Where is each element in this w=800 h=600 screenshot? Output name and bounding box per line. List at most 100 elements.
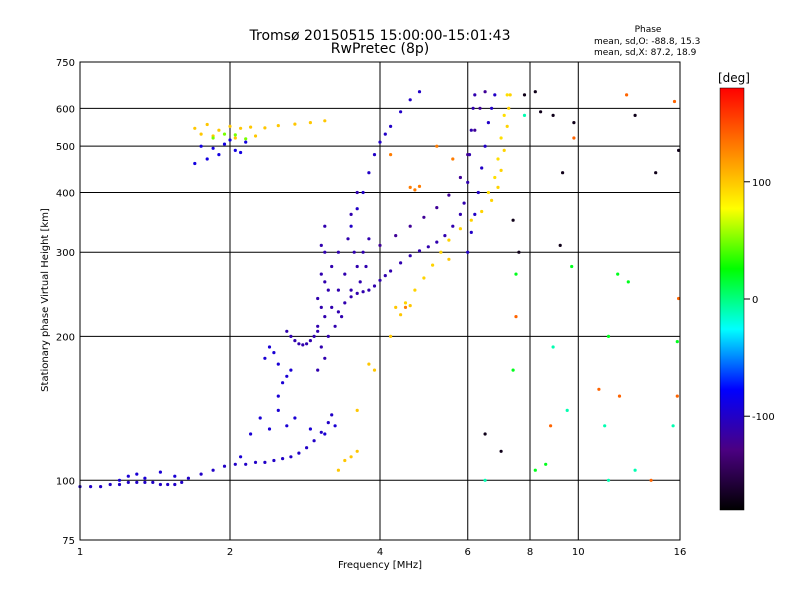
data-point xyxy=(211,146,215,150)
data-point xyxy=(289,368,293,372)
data-point xyxy=(394,305,398,309)
data-point xyxy=(469,230,473,234)
phase-x-stats: mean, sd,X: 87.2, 18.9 xyxy=(594,48,697,58)
data-point xyxy=(466,153,470,157)
data-point xyxy=(505,124,509,128)
data-point xyxy=(349,295,353,299)
data-point xyxy=(258,416,262,420)
data-point xyxy=(228,138,232,142)
data-point xyxy=(378,140,382,144)
data-point xyxy=(603,424,607,428)
data-point xyxy=(507,106,511,110)
data-point xyxy=(289,455,293,459)
chart-title: Tromsø 20150515 15:00:00-15:01:43 xyxy=(249,28,511,44)
data-point xyxy=(355,408,359,412)
data-point xyxy=(383,132,387,136)
data-point xyxy=(383,274,387,278)
data-point xyxy=(349,224,353,228)
data-point xyxy=(180,480,184,484)
data-point xyxy=(672,99,677,104)
data-point xyxy=(606,334,611,338)
data-point xyxy=(469,218,473,222)
data-point xyxy=(490,106,494,110)
data-point xyxy=(263,126,267,130)
data-point xyxy=(117,478,122,482)
data-point xyxy=(633,468,637,472)
data-point xyxy=(473,212,477,216)
data-point xyxy=(305,446,309,450)
data-point xyxy=(319,272,323,276)
data-point xyxy=(522,93,527,97)
data-point xyxy=(316,368,320,372)
data-point xyxy=(326,288,330,292)
data-point xyxy=(267,427,272,431)
data-point xyxy=(316,324,320,328)
data-point xyxy=(211,468,215,472)
color-scale-tick-label: -100 xyxy=(752,412,775,423)
data-point xyxy=(435,144,439,148)
data-point xyxy=(361,190,365,195)
data-point xyxy=(447,238,451,242)
y-axis-label: Stationary phase Virtual Height [km] xyxy=(40,208,51,392)
data-point xyxy=(408,304,412,308)
data-point xyxy=(285,374,289,378)
data-point xyxy=(336,310,340,314)
data-point xyxy=(186,476,190,480)
data-point xyxy=(135,480,139,484)
data-point xyxy=(301,343,305,347)
data-point xyxy=(389,124,393,128)
data-point xyxy=(486,121,490,125)
data-point xyxy=(336,288,340,292)
data-point xyxy=(228,124,232,128)
data-point xyxy=(281,381,285,385)
x-tick-label: 2 xyxy=(227,547,233,558)
data-point xyxy=(551,345,555,349)
data-point xyxy=(217,153,221,157)
data-point xyxy=(253,460,258,464)
data-point xyxy=(205,157,209,161)
data-point xyxy=(493,93,497,97)
data-point xyxy=(367,171,371,175)
data-point xyxy=(239,455,243,459)
data-point xyxy=(505,93,509,97)
data-point xyxy=(272,351,276,355)
data-point xyxy=(514,315,518,319)
data-point xyxy=(319,345,323,349)
data-point xyxy=(478,106,482,110)
data-point xyxy=(233,133,237,137)
data-point xyxy=(671,424,675,428)
data-point xyxy=(473,93,477,97)
data-point xyxy=(330,264,334,269)
data-point xyxy=(417,249,422,253)
data-point xyxy=(514,272,518,276)
data-point xyxy=(480,166,484,170)
data-point xyxy=(486,190,490,195)
data-point xyxy=(244,140,248,144)
data-point xyxy=(408,254,412,258)
data-point xyxy=(308,427,312,431)
data-point xyxy=(239,126,243,130)
y-tick-label: 500 xyxy=(56,142,75,153)
data-point xyxy=(490,198,494,202)
data-point xyxy=(293,339,297,343)
data-point xyxy=(297,451,301,455)
data-point xyxy=(533,90,537,94)
data-point xyxy=(480,209,484,214)
data-point xyxy=(135,472,139,476)
data-point xyxy=(352,250,356,254)
data-point xyxy=(551,113,555,117)
data-point xyxy=(89,485,93,489)
data-point xyxy=(408,224,412,228)
data-point xyxy=(319,243,323,247)
data-point xyxy=(462,201,466,205)
data-point xyxy=(389,269,393,273)
data-point xyxy=(222,464,227,468)
data-point xyxy=(333,424,337,428)
data-point xyxy=(499,449,503,453)
data-point xyxy=(199,472,203,476)
x-tick-label: 8 xyxy=(527,547,533,558)
data-point xyxy=(572,121,576,125)
data-point xyxy=(447,257,451,261)
data-point xyxy=(249,432,253,436)
